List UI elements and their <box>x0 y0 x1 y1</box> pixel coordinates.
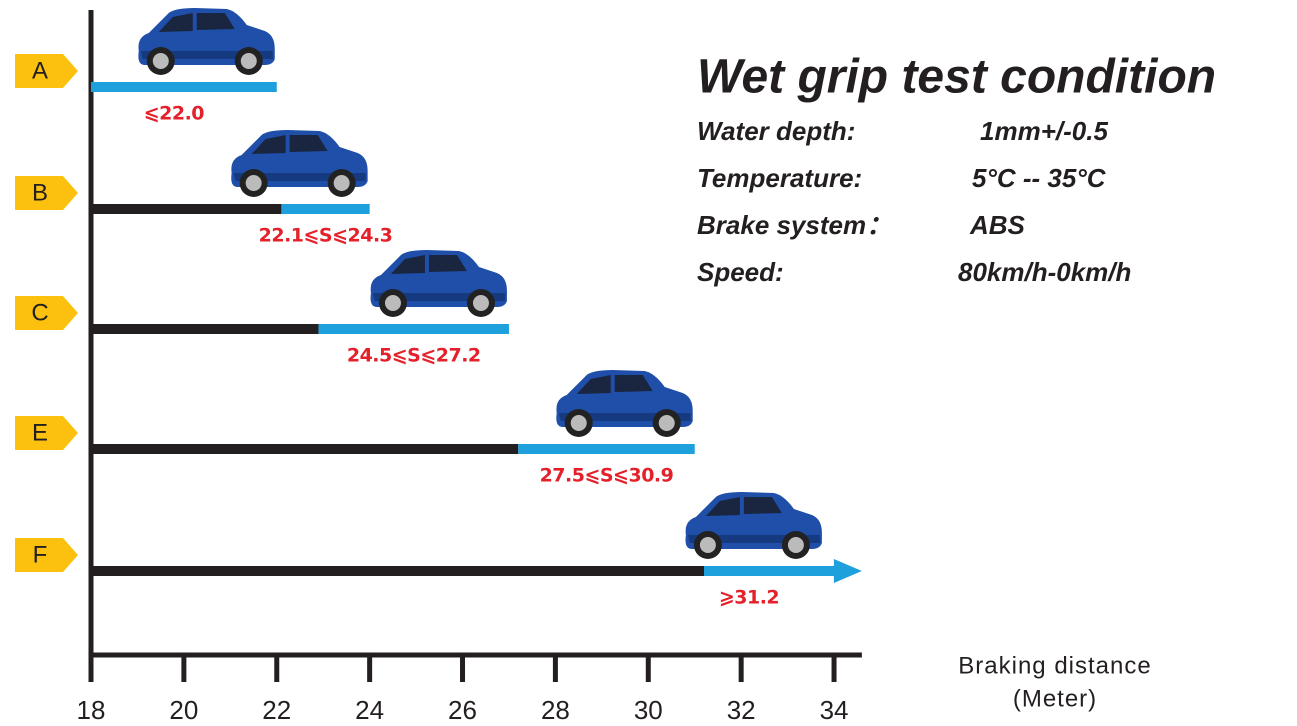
category-label: F <box>33 541 48 568</box>
condition-value: ABS <box>969 210 1026 240</box>
bar-before <box>91 444 518 454</box>
car-icon <box>686 492 822 559</box>
bar-range <box>281 204 369 214</box>
condition-value: 80km/h-0km/h <box>958 257 1131 287</box>
car-rim <box>334 175 350 191</box>
condition-value: 1mm+/-0.5 <box>980 116 1108 146</box>
condition-label: Brake system： <box>697 210 892 240</box>
category-label: A <box>32 57 48 84</box>
bar-range <box>91 82 277 92</box>
range-label: 24.5⩽S⩽27.2 <box>347 345 481 367</box>
category-label: B <box>32 179 48 206</box>
car-rim <box>788 537 804 553</box>
x-axis-label: Braking distance <box>958 652 1151 679</box>
x-tick-label: 22 <box>262 695 291 725</box>
car-rim <box>700 537 716 553</box>
condition-label: Temperature: <box>697 163 862 193</box>
x-tick-label: 24 <box>355 695 384 725</box>
bar-before <box>91 324 319 334</box>
car-icon <box>371 250 507 317</box>
condition-label: Water depth: <box>697 116 855 146</box>
range-label: ⩾31.2 <box>719 587 779 609</box>
car-rim <box>241 53 257 69</box>
chart: Wet grip test condition Water depth: 1mm+… <box>0 0 1297 726</box>
car-icon <box>231 130 367 197</box>
range-label: 22.1⩽S⩽24.3 <box>259 225 393 247</box>
car-rim <box>246 175 262 191</box>
x-tick-label: 32 <box>727 695 756 725</box>
x-tick-label: 18 <box>77 695 106 725</box>
bar-range <box>704 559 862 583</box>
bar-before <box>91 204 281 214</box>
x-tick-label: 26 <box>448 695 477 725</box>
bar-range <box>319 324 509 334</box>
bar-range <box>518 444 694 454</box>
car-rim <box>571 415 587 431</box>
x-tick-label: 34 <box>820 695 849 725</box>
category-label: C <box>31 299 48 326</box>
car-rim <box>385 295 401 311</box>
car-rim <box>473 295 489 311</box>
range-label: ⩽22.0 <box>144 103 205 125</box>
x-tick-label: 20 <box>169 695 198 725</box>
x-axis-label: (Meter) <box>1013 685 1097 712</box>
bar-before <box>91 566 704 576</box>
condition-label: Speed: <box>697 257 784 287</box>
condition-value: 5°C -- 35°C <box>972 163 1107 193</box>
category-label: E <box>32 419 48 446</box>
x-tick-label: 30 <box>634 695 663 725</box>
chart-title: Wet grip test condition <box>697 51 1216 104</box>
car-icon <box>556 370 692 437</box>
car-icon <box>138 8 274 75</box>
car-rim <box>659 415 675 431</box>
range-label: 27.5⩽S⩽30.9 <box>540 465 674 487</box>
car-rim <box>153 53 169 69</box>
x-tick-label: 28 <box>541 695 570 725</box>
